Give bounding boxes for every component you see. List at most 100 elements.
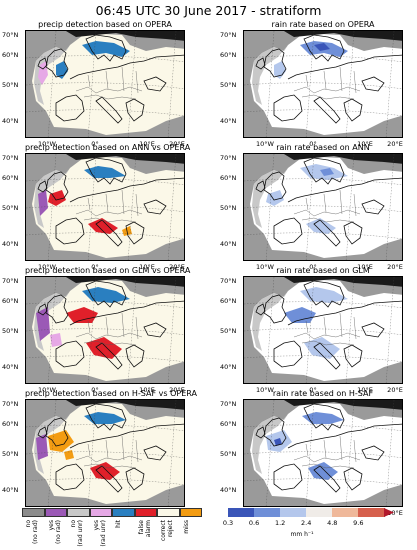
no-radar-area (244, 400, 402, 506)
coastline-6 (95, 219, 123, 247)
latitude-gridline (244, 355, 402, 362)
longitude-gridline (87, 277, 97, 383)
unreliable-radar-area (34, 414, 70, 474)
longitude-label: 20°E (387, 509, 403, 517)
europe-map (25, 153, 185, 261)
latitude-label: 70°N (2, 154, 19, 162)
latitude-label: 70°N (220, 400, 237, 408)
polar-cap-area (66, 154, 184, 164)
country-border-2 (305, 66, 357, 94)
precip-region-2 (56, 61, 68, 79)
coastline-1 (263, 171, 287, 201)
unreliable-radar-area (252, 168, 288, 228)
longitude-label: 10°E (139, 386, 155, 394)
longitude-gridline (385, 31, 395, 137)
latitude-label: 40°N (220, 240, 237, 248)
colorbar-segment (306, 508, 333, 517)
latitude-label: 60°N (220, 420, 237, 428)
country-border-1 (75, 332, 143, 340)
coastline-5 (273, 94, 303, 122)
coastline-4 (69, 54, 184, 80)
longitude-label: 20°E (169, 386, 185, 394)
longitude-label: 10°E (357, 263, 373, 271)
longitude-gridline (47, 154, 57, 260)
latitude-gridline (26, 478, 184, 485)
latitude-gridline (244, 178, 402, 185)
coastline-1 (45, 294, 69, 324)
latitude-label: 40°N (2, 240, 19, 248)
latitude-gridline (244, 424, 402, 431)
map-panel-det-glm: precip detection based on GLM vs OPERA 70… (2, 266, 191, 398)
longitude-label: 10°W (256, 140, 274, 148)
no-radar-area (244, 154, 402, 260)
rain-region-3 (314, 43, 330, 51)
coastline-6 (95, 465, 123, 493)
legend-swatch (44, 508, 67, 517)
country-border-3 (301, 340, 355, 346)
country-border-2 (87, 66, 139, 94)
colorbar-extend-arrow-icon (384, 508, 395, 517)
longitude-label: 20°E (169, 263, 185, 271)
coastline-7 (125, 98, 145, 122)
colorbar-segment (332, 508, 359, 517)
latitude-gridline (26, 451, 184, 458)
country-border-1 (293, 209, 361, 217)
country-border-3 (83, 463, 137, 469)
legend-label: hit (115, 520, 122, 528)
unreliable-radar-area (252, 45, 288, 105)
longitude-label: 10°W (38, 140, 56, 148)
longitude-gridline (87, 31, 97, 137)
colorbar-segment (254, 508, 281, 517)
coastline-1 (263, 294, 287, 324)
latitude-gridline (26, 232, 184, 239)
coastline-7 (343, 344, 363, 368)
longitude-label: 0° (91, 263, 99, 271)
latitude-label: 50°N (2, 327, 19, 335)
panel-title: precip detection based on GLM vs OPERA (25, 266, 191, 275)
coastline-2 (37, 426, 48, 439)
coastline-8 (143, 322, 167, 338)
longitude-gridline (265, 154, 275, 260)
panel-title: rain rate based on OPERA (271, 20, 375, 29)
coastline-7 (343, 221, 363, 245)
longitude-gridline (127, 154, 137, 260)
legend-label: correct reject (160, 520, 174, 542)
country-border-3 (83, 340, 137, 346)
legend-swatch (157, 508, 180, 517)
panel-title: rain rate based on H-SAF (272, 389, 374, 398)
coastline-8 (361, 76, 385, 92)
latitude-gridline (26, 424, 184, 431)
polar-cap-area (66, 400, 184, 410)
coastline-1 (45, 171, 69, 201)
no-radar-area (26, 277, 184, 383)
latitude-gridline (244, 301, 402, 308)
coastline-8 (361, 445, 385, 461)
unreliable-radar-area (252, 291, 288, 351)
polar-cap-area (284, 400, 402, 410)
precip-region-5 (50, 333, 62, 347)
longitude-label: 0° (91, 386, 99, 394)
latitude-gridline (244, 82, 402, 89)
precip-region-2 (48, 430, 74, 452)
coastline-3 (303, 403, 345, 431)
rain-region-1 (300, 287, 348, 303)
colorbar-tick-label: 1.2 (274, 519, 286, 527)
colorbar-tick-label: 0.3 (222, 519, 234, 527)
map-panel-det-ann: precip detection based on ANN vs OPERA 70… (2, 143, 190, 275)
latitude-gridline (244, 328, 402, 335)
coastline-1 (45, 417, 69, 447)
precip-region-4 (36, 307, 50, 341)
coastline-3 (303, 280, 345, 308)
latitude-label: 70°N (2, 400, 19, 408)
longitude-gridline (345, 31, 355, 137)
longitude-gridline (345, 400, 355, 506)
coastline-5 (55, 217, 85, 245)
map-panel-det-hsaf: precip detection based on H-SAF vs OPERA… (2, 389, 197, 521)
coastline-5 (55, 463, 85, 491)
latitude-label: 70°N (220, 154, 237, 162)
coastline-6 (95, 342, 123, 370)
map-panel-rate-hsaf: rain rate based on H-SAF 70°N 60°N 50°N 40°N… (220, 389, 403, 521)
europe-map (243, 276, 403, 384)
latitude-gridline (26, 355, 184, 362)
longitude-gridline (167, 277, 177, 383)
